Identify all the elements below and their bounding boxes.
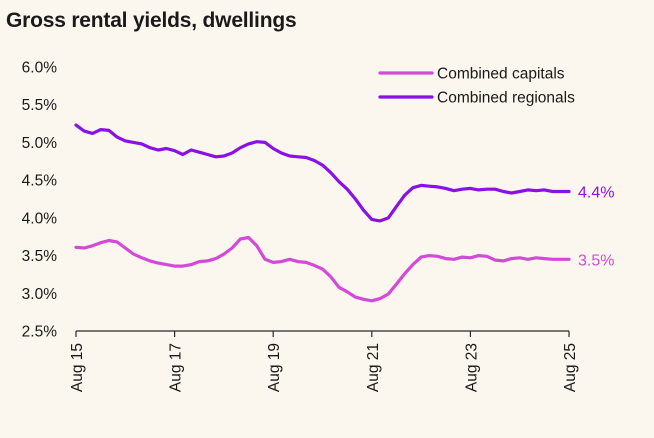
y-tick-label: 5.5%: [22, 97, 58, 114]
x-tick-label: Aug 17: [168, 343, 185, 392]
end-labels: 3.5% 4.4%: [578, 184, 614, 269]
y-tick-label: 5.0%: [22, 135, 58, 152]
end-value-label: 4.4%: [578, 184, 614, 201]
x-tick-label: Aug 19: [266, 343, 283, 392]
x-tick-label: Aug 15: [69, 343, 86, 392]
y-axis: 2.5% 3.0% 3.5% 4.0% 4.5% 5.0% 5.5% 6.0%: [22, 60, 58, 341]
legend-label: Combined regionals: [437, 90, 575, 107]
y-tick-label: 6.0%: [22, 60, 58, 77]
legend: Combined capitals Combined regionals: [378, 66, 575, 107]
x-tick-label: Aug 25: [562, 343, 579, 392]
end-value-label: 3.5%: [578, 252, 614, 269]
x-axis: Aug 15 Aug 17 Aug 19 Aug 21 Aug 23 Aug 25: [69, 330, 579, 392]
y-tick-label: 4.0%: [22, 210, 58, 227]
legend-label: Combined capitals: [437, 66, 565, 83]
y-tick-label: 3.0%: [22, 286, 58, 303]
series-lines: [74, 123, 571, 303]
y-tick-label: 4.5%: [22, 173, 58, 190]
series-line-combined-regionals: [74, 123, 571, 223]
x-tick-label: Aug 23: [463, 343, 480, 392]
series-line-combined-capitals: [74, 235, 571, 303]
x-tick-label: Aug 21: [365, 343, 382, 392]
y-tick-label: 3.5%: [22, 248, 58, 265]
y-tick-label: 2.5%: [22, 324, 58, 341]
chart-title: Gross rental yields, dwellings: [6, 9, 297, 32]
